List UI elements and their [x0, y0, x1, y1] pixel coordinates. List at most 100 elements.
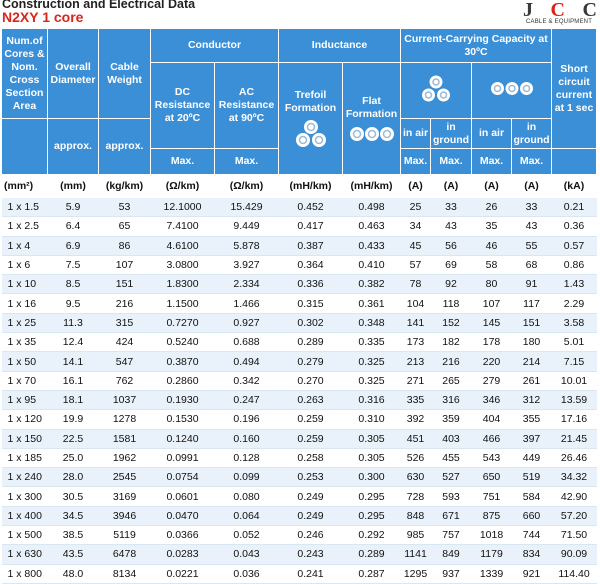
- data-cell: 118: [430, 293, 472, 314]
- data-cell: 25.0: [47, 448, 99, 469]
- header-air-max-1: Max.: [400, 148, 432, 175]
- table-row: 1 x 300 30.5 3169 0.0601 0.080 0.249 0.295 728 5…: [1, 486, 597, 507]
- data-cell: 92: [430, 274, 472, 295]
- table-row: 1 x 1.5 5.9 53 12.1000 15.429 0.452 0.498 25 33 2…: [1, 197, 597, 218]
- data-cell: 90.09: [551, 544, 597, 565]
- header-ground-max-2: Max.: [511, 148, 553, 175]
- data-cell: 519: [511, 467, 552, 488]
- row-label-cell: 1 x 630: [1, 544, 48, 565]
- data-cell: 0.292: [342, 525, 401, 546]
- data-cell: 0.361: [342, 293, 401, 314]
- data-cell: 834: [511, 544, 552, 565]
- table-row: 1 x 500 38.5 5119 0.0366 0.052 0.246 0.292 985 7…: [1, 525, 597, 546]
- data-cell: 65: [98, 216, 151, 237]
- header-flat-capacity-icon: [471, 62, 553, 119]
- data-cell: 0.279: [278, 351, 343, 372]
- table-row: 1 x 185 25.0 1962 0.0991 0.128 0.258 0.305 526 4…: [1, 448, 597, 469]
- data-cell: 0.0470: [150, 506, 215, 527]
- table-row: 1 x 50 14.1 547 0.3870 0.494 0.279 0.325 213 216…: [1, 351, 597, 372]
- data-cell: 0.7270: [150, 313, 215, 334]
- table-row: 1 x 25 11.3 315 0.7270 0.927 0.302 0.348 141 152…: [1, 313, 597, 334]
- data-cell: 0.3870: [150, 351, 215, 372]
- data-cell: 0.302: [278, 313, 343, 334]
- row-label-cell: 1 x 300: [1, 486, 48, 507]
- row-label-cell: 1 x 25: [1, 313, 48, 334]
- data-cell: 117: [511, 293, 552, 314]
- data-cell: 0.0221: [150, 564, 215, 584]
- data-cell: 0.1240: [150, 429, 215, 449]
- unit-cell: (Ω/km): [150, 174, 215, 198]
- data-cell: 0.253: [278, 467, 343, 488]
- data-cell: 455: [430, 448, 472, 469]
- data-cell: 671: [430, 506, 472, 527]
- header-inductance: Inductance: [278, 28, 402, 63]
- data-cell: 0.270: [278, 371, 343, 391]
- data-cell: 335: [400, 390, 431, 411]
- logo-letter-2: C: [550, 0, 565, 21]
- row-label-cell: 1 x 35: [1, 332, 48, 353]
- data-cell: 2.334: [214, 274, 279, 295]
- data-cell: 0.241: [278, 564, 343, 584]
- data-cell: 650: [471, 467, 512, 488]
- data-cell: 0.86: [551, 255, 597, 276]
- unit-cell: (mH/km): [342, 174, 402, 198]
- data-cell: 547: [98, 351, 151, 372]
- data-cell: 2.29: [551, 293, 597, 314]
- header-dc-max: Max.: [150, 148, 215, 175]
- data-cell: 1037: [98, 390, 151, 411]
- data-cell: 33: [430, 197, 472, 218]
- data-cell: 8.5: [47, 274, 99, 295]
- data-cell: 220: [471, 351, 512, 372]
- header-cores-section: Num.of Cores & Nom. Cross Section Area: [1, 28, 48, 119]
- data-cell: 57.20: [551, 506, 597, 527]
- data-cell: 0.310: [342, 409, 401, 430]
- data-cell: 80: [471, 274, 512, 295]
- data-cell: 355: [511, 409, 552, 430]
- row-label-cell: 1 x 10: [1, 274, 48, 295]
- data-cell: 5.9: [47, 197, 99, 218]
- header-in-air-2: in air: [471, 118, 513, 149]
- data-cell: 0.364: [278, 255, 343, 276]
- data-cell: 178: [471, 332, 512, 353]
- row-label-cell: 1 x 800: [1, 564, 48, 584]
- data-cell: 404: [471, 409, 512, 430]
- page-title: Construction and Electrical Data: [2, 0, 196, 11]
- data-cell: 0.1530: [150, 409, 215, 430]
- row-label-cell: 1 x 500: [1, 525, 48, 546]
- data-cell: 107: [471, 293, 512, 314]
- data-cell: 3.927: [214, 255, 279, 276]
- data-cell: 6478: [98, 544, 151, 565]
- data-cell: 261: [511, 371, 552, 391]
- unit-cell: (A): [511, 174, 553, 198]
- data-cell: 57: [400, 255, 431, 276]
- header-ground-max-1: Max.: [430, 148, 473, 175]
- data-cell: 58: [471, 255, 512, 276]
- data-cell: 451: [400, 429, 431, 449]
- data-cell: 34: [400, 216, 431, 237]
- data-cell: 43: [511, 216, 552, 237]
- data-cell: 33: [511, 197, 552, 218]
- data-cell: 0.099: [214, 467, 279, 488]
- data-cell: 216: [430, 351, 472, 372]
- data-cell: 0.289: [278, 332, 343, 353]
- data-cell: 526: [400, 448, 431, 469]
- flat-cables-icon: [348, 125, 395, 142]
- data-cell: 3946: [98, 506, 151, 527]
- data-cell: 403: [430, 429, 472, 449]
- data-cell: 107: [98, 255, 151, 276]
- data-cell: 0.300: [342, 467, 401, 488]
- data-cell: 0.258: [278, 448, 343, 469]
- row-label-cell: 1 x 1.5: [1, 197, 48, 218]
- data-cell: 1278: [98, 409, 151, 430]
- data-cell: 46: [471, 236, 512, 256]
- data-cell: 5.878: [214, 236, 279, 256]
- data-cell: 213: [400, 351, 431, 372]
- data-cell: 45: [400, 236, 431, 256]
- table-row: 1 x 95 18.1 1037 0.1930 0.247 0.263 0.316 335 31…: [1, 390, 597, 411]
- table-row: 1 x 120 19.9 1278 0.1530 0.196 0.259 0.310 392 3…: [1, 409, 597, 430]
- data-cell: 43.5: [47, 544, 99, 565]
- table-row: 1 x 35 12.4 424 0.5240 0.688 0.289 0.335 173 182…: [1, 332, 597, 353]
- data-cell: 53: [98, 197, 151, 218]
- data-cell: 527: [430, 467, 472, 488]
- header-in-ground-1: in ground: [430, 118, 473, 149]
